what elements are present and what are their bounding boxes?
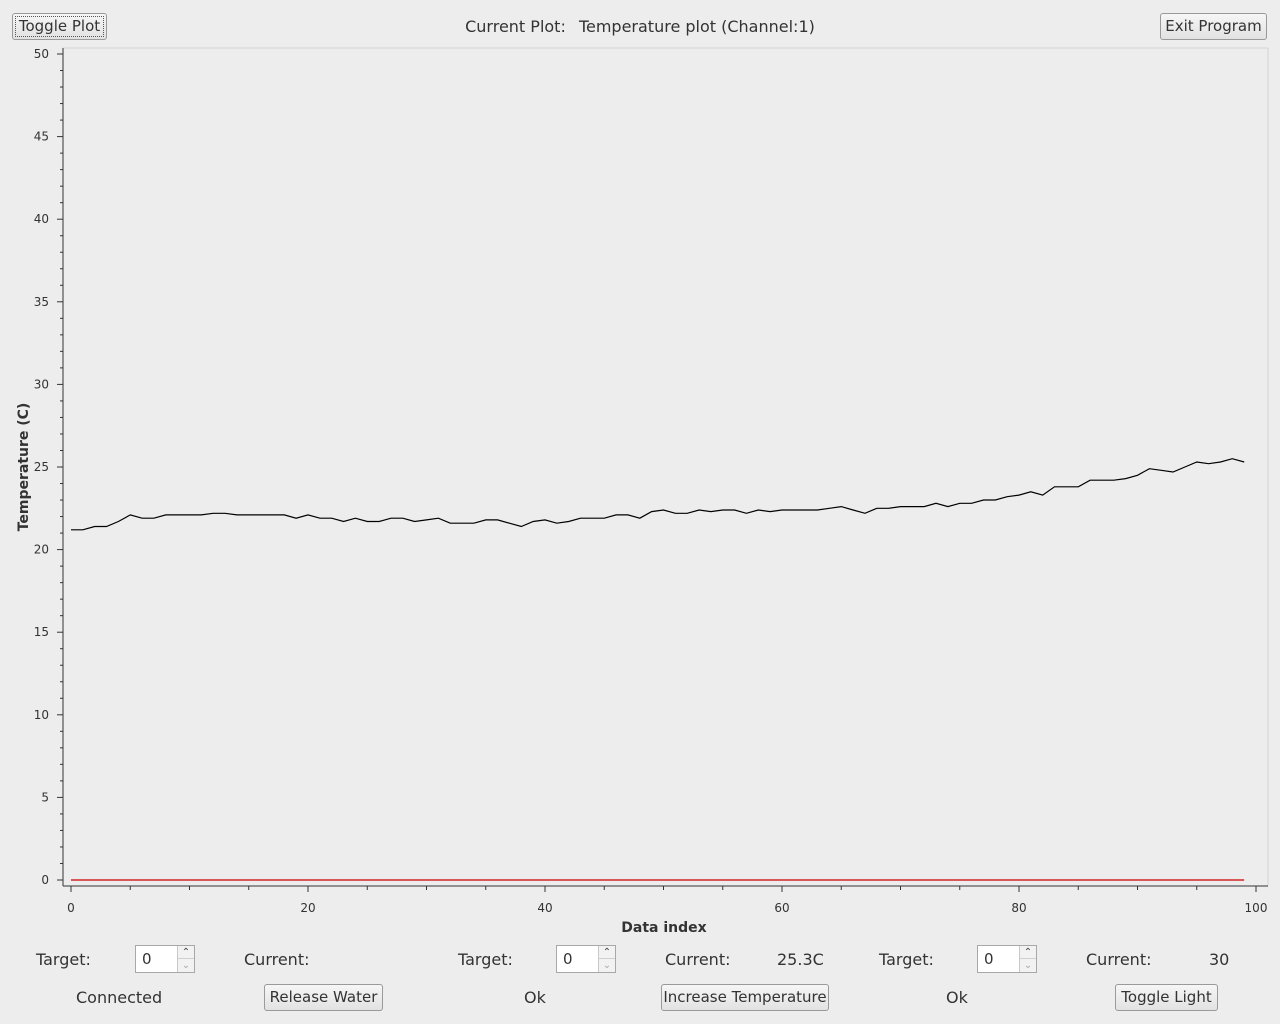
y-tick-label-3: 15 (34, 625, 49, 639)
y-axis-title: Temperature (C) (16, 403, 32, 532)
y-tick-label-4: 20 (34, 543, 49, 557)
target-label-3: Target: (879, 950, 934, 969)
x-axis-title: Data index (621, 920, 706, 936)
release-water-button[interactable]: Release Water (264, 984, 383, 1011)
target-label-2: Target: (458, 950, 513, 969)
current-plot-value: Temperature plot (Channel:1) (578, 17, 815, 36)
target-value-2: 0 (563, 950, 573, 968)
control-actions-row: Connected Release Water Ok Increase Temp… (0, 984, 1280, 1016)
x-tick-label-3: 60 (774, 901, 789, 915)
series-line-0 (71, 458, 1245, 531)
target-spinbox-2[interactable]: 0 ⌃ ⌄ (556, 945, 616, 973)
status-text-2: Ok (524, 988, 546, 1007)
chevron-up-icon[interactable]: ⌃ (599, 946, 615, 959)
y-tick-label-10: 50 (34, 47, 49, 61)
current-label-2: Current: (665, 950, 731, 969)
chevron-down-icon[interactable]: ⌄ (1023, 960, 1033, 971)
target-value-3: 0 (984, 950, 994, 968)
chevron-down-icon[interactable]: ⌄ (602, 960, 612, 971)
toggle-light-button[interactable]: Toggle Light (1115, 984, 1218, 1011)
current-label-1: Current: (244, 950, 310, 969)
x-tick-label-2: 40 (537, 901, 552, 915)
status-text-3: Ok (946, 988, 968, 1007)
target-value-1: 0 (142, 950, 152, 968)
target-label-1: Target: (36, 950, 91, 969)
current-plot-indicator: Current Plot: Temperature plot (Channel:… (0, 17, 1280, 36)
x-tick-label-0: 0 (67, 901, 75, 915)
target-spinbox-3[interactable]: 0 ⌃ ⌄ (977, 945, 1037, 973)
top-bar: Toggle Plot Current Plot: Temperature pl… (0, 0, 1280, 48)
status-text-1: Connected (76, 988, 163, 1007)
toggle-plot-button[interactable]: Toggle Plot (12, 13, 107, 40)
y-tick-label-9: 45 (34, 130, 49, 144)
y-tick-label-6: 30 (34, 377, 49, 391)
x-tick-label-5: 100 (1245, 901, 1268, 915)
increase-temperature-button[interactable]: Increase Temperature (661, 984, 829, 1011)
current-value-3: 30 (1209, 950, 1230, 969)
control-values-row: Target: 0 ⌃ ⌄ Current: Target: 0 ⌃ ⌄ Cur… (0, 945, 1280, 977)
y-tick-label-2: 10 (34, 708, 49, 722)
exit-program-button[interactable]: Exit Program (1160, 13, 1267, 40)
y-tick-label-7: 35 (34, 295, 49, 309)
chevron-up-icon[interactable]: ⌃ (1020, 946, 1036, 959)
target-spinbox-1[interactable]: 0 ⌃ ⌄ (135, 945, 195, 973)
y-tick-label-5: 25 (34, 460, 49, 474)
x-tick-label-1: 20 (300, 901, 315, 915)
temperature-plot: 0 5 10 15 20 25 30 35 40 45 50 0 20 40 60 80 100 Data ind… (16, 47, 1269, 936)
current-value-2: 25.3C (777, 950, 824, 969)
chevron-down-icon[interactable]: ⌄ (181, 960, 191, 971)
x-tick-label-4: 80 (1011, 901, 1026, 915)
y-tick-label-8: 40 (34, 212, 49, 226)
chevron-up-icon[interactable]: ⌃ (178, 946, 194, 959)
y-tick-label-1: 5 (41, 790, 49, 804)
current-plot-label: Current Plot: (465, 17, 566, 36)
current-label-3: Current: (1086, 950, 1152, 969)
y-tick-label-0: 0 (41, 873, 49, 887)
